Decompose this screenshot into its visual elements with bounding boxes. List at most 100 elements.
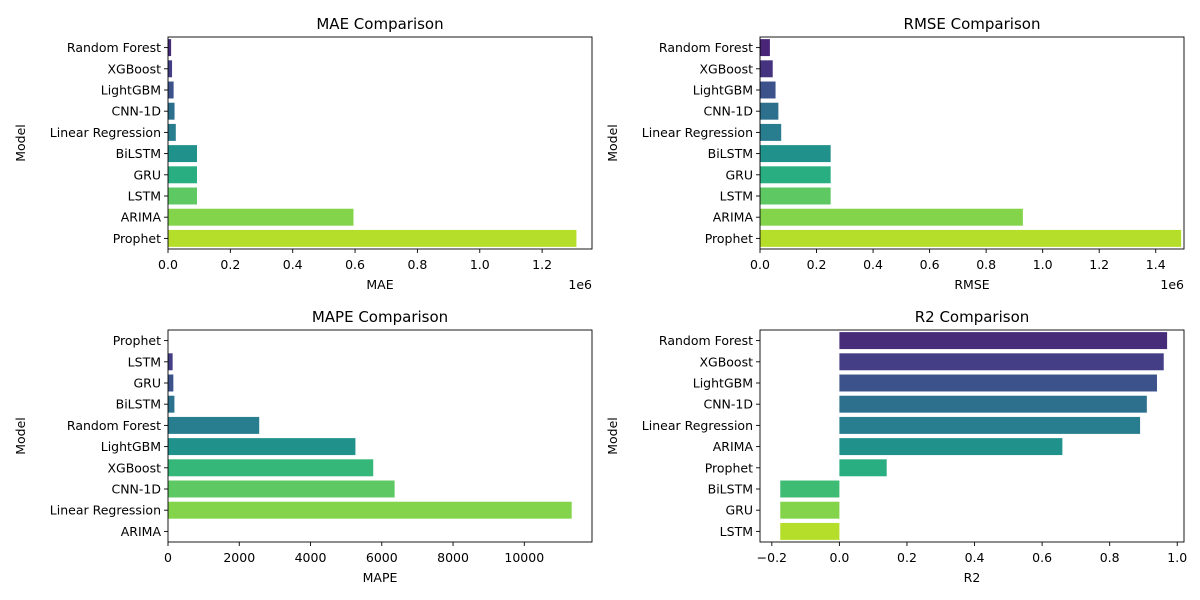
chart-2-bar-cnn-1d [760, 102, 779, 120]
chart-3-category-label: LSTM [128, 354, 161, 369]
chart-3-frame [167, 329, 593, 543]
chart-2-xtick-label: 0.8 [976, 257, 996, 272]
chart-2-category-label: XGBoost [699, 61, 753, 76]
chart-3-bar-gru [168, 374, 174, 392]
chart-3-category-label: XGBoost [107, 460, 161, 475]
chart-4-bar-lstm [780, 522, 840, 540]
chart-4-category-label: Random Forest [659, 333, 753, 348]
chart-2-category-label: BiLSTM [708, 146, 753, 161]
chart-2-xtick-label: 1.4 [1146, 257, 1166, 272]
chart-1-bar-random-forest [168, 39, 172, 57]
chart-3-category-label: Random Forest [67, 418, 161, 433]
chart-1-bar-arima [168, 208, 354, 226]
chart-2-bar-gru [760, 166, 831, 184]
chart-4-xtick-label: 0.4 [965, 550, 985, 565]
chart-1-offset-text: 1e6 [568, 277, 592, 292]
chart-1-frame [167, 36, 593, 250]
chart-2-bar-arima [760, 208, 1023, 226]
chart-2-xtick-label: 0.2 [807, 257, 827, 272]
chart-1-category-label: Random Forest [67, 40, 161, 55]
chart-4-xtick-label: −0.2 [757, 550, 787, 565]
chart-4-category-label: XGBoost [699, 354, 753, 369]
chart-1-category-label: Linear Regression [50, 125, 161, 140]
chart-2-bar-xgboost [760, 60, 773, 78]
chart-1-xtick-label: 0.2 [220, 257, 240, 272]
chart-4-ylabel: Model [605, 417, 620, 455]
chart-4-bar-xgboost [839, 353, 1164, 371]
chart-4-xlabel: R2 [964, 570, 981, 585]
chart-2-offset-text: 1e6 [1160, 277, 1184, 292]
chart-2-bar-lstm [760, 187, 831, 205]
chart-4-bar-lightgbm [839, 374, 1157, 392]
chart-1-xtick-label: 0.8 [407, 257, 427, 272]
chart-1-xlabel: MAE [366, 277, 393, 292]
chart-3-bar-random-forest [168, 416, 260, 434]
chart-3-category-label: Prophet [113, 333, 161, 348]
chart-4-frame [759, 329, 1185, 543]
chart-4-category-label: BiLSTM [708, 482, 753, 497]
chart-4-bar-prophet [839, 459, 887, 477]
chart-1: MAE Comparison Random Forest XGBoost LightG… [13, 15, 593, 292]
chart-3-ylabel: Model [13, 417, 28, 455]
chart-1-xtick-label: 0.6 [345, 257, 365, 272]
chart-2-xlabel: RMSE [954, 277, 989, 292]
chart-1-xtick-label: 1.2 [532, 257, 552, 272]
chart-3-xtick-label: 2000 [223, 550, 255, 565]
chart-4-category-label: Prophet [705, 460, 753, 475]
chart-2-xtick-label: 0.0 [750, 257, 770, 272]
chart-1-category-label: Prophet [113, 231, 161, 246]
chart-4-category-label: CNN-1D [703, 397, 753, 412]
chart-3-xtick-label: 8000 [437, 550, 469, 565]
chart-3-title: MAPE Comparison [312, 308, 448, 326]
chart-3-xtick-label: 4000 [295, 550, 327, 565]
chart-4-xtick-label: 1.0 [1167, 550, 1187, 565]
chart-1-bar-linear-regression [168, 123, 176, 141]
chart-1-category-label: GRU [133, 167, 161, 182]
chart-2-xtick-label: 0.4 [863, 257, 883, 272]
chart-4-bar-bilstm [780, 480, 840, 498]
chart-4: R2 Comparison Random Forest XGBoost LightGB… [605, 308, 1187, 585]
chart-4-bar-arima [839, 438, 1063, 456]
chart-3-bar-cnn-1d [168, 480, 395, 498]
chart-1-bar-cnn-1d [168, 102, 175, 120]
chart-2-xtick-label: 0.6 [920, 257, 940, 272]
chart-3: MAPE Comparison Prophet LSTM GRU BiLSTM Rando… [13, 308, 593, 585]
chart-1-xtick-label: 0.0 [158, 257, 178, 272]
chart-3-category-label: Linear Regression [50, 503, 161, 518]
chart-4-bar-random-forest [839, 332, 1168, 350]
chart-2-category-label: CNN-1D [703, 104, 753, 119]
chart-1-xtick-label: 1.0 [470, 257, 490, 272]
chart-2-category-label: Random Forest [659, 40, 753, 55]
chart-3-xtick-label: 10000 [504, 550, 544, 565]
chart-4-xtick-label: 0.0 [829, 550, 849, 565]
chart-2-bar-random-forest [760, 39, 770, 57]
chart-2-category-label: Prophet [705, 231, 753, 246]
chart-3-bar-lightgbm [168, 438, 356, 456]
chart-4-title: R2 Comparison [915, 308, 1030, 326]
chart-4-category-label: LightGBM [693, 376, 753, 391]
chart-3-category-label: BiLSTM [116, 397, 161, 412]
chart-3-category-label: CNN-1D [111, 482, 161, 497]
chart-4-category-label: ARIMA [713, 439, 754, 454]
chart-1-xtick-label: 0.4 [283, 257, 303, 272]
chart-1-ylabel: Model [13, 124, 28, 162]
chart-1-bar-gru [168, 166, 197, 184]
chart-4-xtick-label: 0.8 [1100, 550, 1120, 565]
chart-2-ylabel: Model [605, 124, 620, 162]
chart-2-category-label: LSTM [720, 189, 753, 204]
chart-3-xtick-label: 0 [164, 550, 172, 565]
chart-2-xtick-label: 1.0 [1033, 257, 1053, 272]
chart-1-bar-prophet [168, 229, 577, 247]
chart-2-xtick-label: 1.2 [1089, 257, 1109, 272]
chart-2-frame [759, 36, 1185, 250]
chart-4-category-label: GRU [725, 503, 753, 518]
chart-1-bar-lstm [168, 187, 197, 205]
chart-3-category-label: GRU [133, 376, 161, 391]
chart-4-category-label: Linear Regression [642, 418, 753, 433]
chart-1-bar-lightgbm [168, 81, 174, 99]
chart-4-category-label: LSTM [720, 524, 753, 539]
chart-1-category-label: BiLSTM [116, 146, 161, 161]
chart-2-category-label: ARIMA [713, 210, 754, 225]
chart-2-bar-bilstm [760, 145, 831, 163]
